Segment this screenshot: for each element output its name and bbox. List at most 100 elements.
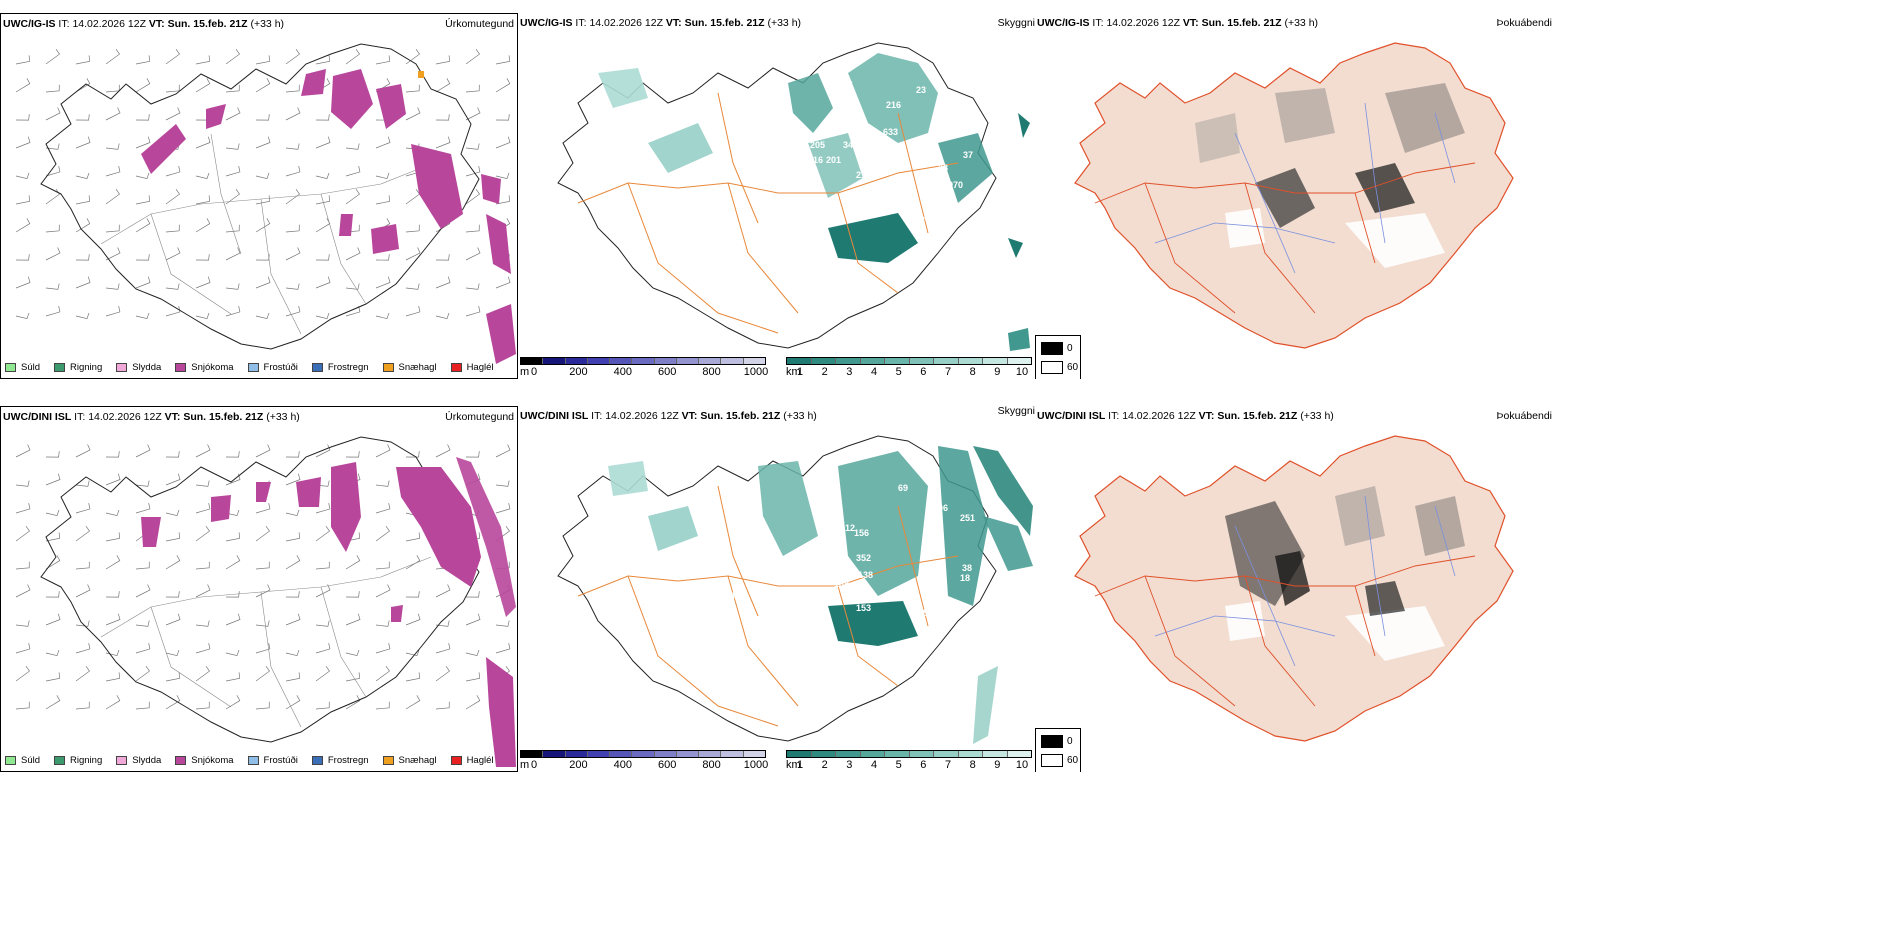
colorbar-segment	[632, 751, 655, 757]
wind-barb	[495, 172, 510, 180]
wind-barb	[135, 276, 151, 289]
wind-barb	[285, 143, 300, 150]
colorbar-tick: 2	[821, 759, 828, 771]
wind-barb	[435, 114, 450, 121]
wind-barb	[345, 555, 361, 570]
ceiling-label: 21	[856, 170, 866, 180]
wind-barb	[375, 312, 390, 320]
ceiling-label: 216	[886, 100, 901, 110]
colorbar-segment	[676, 751, 700, 757]
colorbar-segment	[811, 751, 836, 757]
wind-barb	[285, 224, 300, 233]
wind-barb	[225, 509, 240, 517]
wind-barb	[495, 78, 511, 93]
wind-barb	[45, 143, 60, 150]
vt-value: Sun. 15.feb. 21Z	[684, 17, 765, 29]
wind-barb	[315, 444, 331, 458]
panel-header: UWC/DINI ISL IT: 14.02.2026 12Z VT: Sun.…	[1037, 406, 1552, 426]
lead-time: (+33 h)	[1284, 17, 1319, 29]
wind-barb	[165, 672, 180, 682]
wind-barb	[135, 503, 151, 514]
wind-barb	[405, 188, 420, 205]
wind-barb	[255, 276, 271, 289]
wind-barb	[345, 188, 360, 205]
wind-barb	[465, 672, 480, 682]
wind-barb	[75, 444, 91, 458]
wind-barb	[285, 48, 300, 65]
wind-barb	[165, 555, 181, 570]
ceiling-colorbar-bar	[520, 750, 766, 758]
wind-barb	[345, 306, 361, 317]
wind-barb	[195, 195, 210, 205]
legend-swatch	[311, 362, 323, 372]
wind-barb	[135, 701, 150, 710]
wind-barb	[345, 672, 360, 682]
wind-barb	[15, 136, 31, 149]
wind-barb	[15, 78, 31, 93]
wind-barb	[135, 444, 151, 458]
ceiling-label: 69	[898, 483, 908, 493]
wind-barb	[165, 591, 180, 598]
wind-barb	[15, 218, 31, 233]
colorbar-tick: 6	[920, 759, 927, 771]
colorbar-segment	[836, 751, 861, 757]
ceiling-label: 219	[856, 135, 871, 145]
wind-barb	[75, 561, 90, 570]
legend-swatch	[54, 362, 66, 372]
wind-barb	[255, 584, 271, 598]
wind-barb	[315, 503, 331, 514]
wind-barb	[315, 665, 330, 682]
panel-header: UWC/IG-IS IT: 14.02.2026 12Z VT: Sun. 15…	[520, 13, 1035, 33]
model-name: UWC/IG-IS	[520, 17, 573, 29]
colorbar-tick: 8	[969, 759, 976, 771]
wind-barb	[375, 480, 390, 487]
precip-type-panel-top: UWC/IG-IS IT: 14.02.2026 12Z VT: Sun. 15…	[0, 13, 518, 379]
wind-barb	[165, 166, 181, 177]
colorbar-segment	[565, 358, 588, 364]
ceiling-label: 894	[838, 80, 853, 90]
wind-barb	[405, 613, 421, 626]
legend-label: Haglél	[466, 361, 494, 373]
ceiling-label: 205	[810, 140, 825, 150]
ceiling-label: 251	[960, 513, 975, 523]
colorbar-segment	[1007, 751, 1031, 757]
wind-barb	[135, 195, 150, 205]
wind-barb	[375, 55, 390, 65]
wind-barb	[465, 306, 481, 317]
wind-barb	[465, 143, 480, 150]
colorbar-segment	[885, 751, 910, 757]
colorbar-tick: 1	[796, 759, 804, 771]
param-title: Skyggni	[997, 17, 1035, 29]
wind-barb	[345, 613, 361, 626]
vt-label: VT:	[1198, 410, 1215, 422]
wind-barb	[255, 701, 270, 710]
wind-barb	[105, 473, 121, 486]
legend-label: Frostúði	[263, 754, 298, 766]
wind-barb	[105, 166, 121, 177]
wind-barb	[435, 643, 451, 654]
legend-label: Slydda	[132, 754, 162, 766]
wind-barb	[375, 525, 390, 542]
wind-barb	[225, 649, 240, 657]
wind-barb	[195, 620, 210, 627]
wind-barb	[45, 451, 60, 458]
ceiling-label: 106	[933, 503, 948, 513]
wind-barb	[45, 107, 61, 121]
wind-barb	[405, 451, 420, 458]
colorbar-segment	[565, 751, 588, 757]
ceiling-label: 188	[834, 579, 849, 589]
param-title: Þokuábendi	[1496, 17, 1552, 29]
wind-barb	[195, 444, 211, 458]
colorbar-tick: 600	[658, 366, 677, 378]
colorbar-segment	[721, 751, 744, 757]
ceiling-label: 345	[930, 201, 945, 211]
legend-swatch	[5, 755, 16, 765]
wind-barb	[255, 444, 271, 458]
model-name: UWC/DINI ISL	[520, 410, 589, 422]
wind-barb	[285, 591, 300, 598]
wind-barb	[465, 48, 480, 65]
vt-value: Sun. 15.feb. 21Z	[1201, 17, 1282, 29]
ceiling-colorbar-bar	[520, 357, 766, 365]
wind-barb	[105, 306, 121, 317]
wind-barb	[75, 78, 91, 93]
